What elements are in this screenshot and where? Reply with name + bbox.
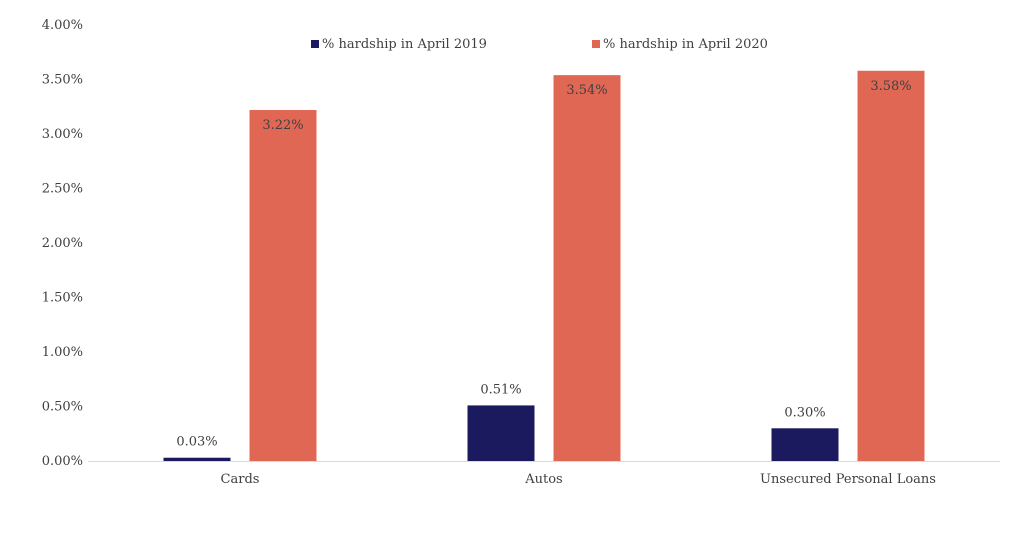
data-label: 0.51% <box>480 382 521 397</box>
data-label: 3.22% <box>262 118 303 133</box>
bar-2019-unsecured-personal-loans <box>771 428 839 461</box>
x-axis: Cards Autos Unsecured Personal Loans <box>221 472 936 487</box>
y-tick-label: 0.50% <box>42 400 83 415</box>
x-category-label: Autos <box>524 472 562 487</box>
bar-2020-autos <box>553 75 621 461</box>
plot-area: 0.03% 3.22% 0.51% 3.54% 0.30% 3.58% <box>163 70 925 462</box>
bar-2019-autos <box>467 405 535 461</box>
x-category-label: Unsecured Personal Loans <box>760 472 936 487</box>
bar-2020-unsecured-personal-loans <box>857 70 925 461</box>
y-axis: 0.00% 0.50% 1.00% 1.50% 2.00% 2.50% 3.00% 3.50%… <box>42 18 83 469</box>
data-label: 3.58% <box>870 79 911 94</box>
legend-swatch <box>311 40 319 48</box>
legend: % hardship in April 2019 % hardship in Ap… <box>311 37 768 52</box>
y-tick-label: 3.00% <box>42 127 83 142</box>
y-tick-label: 1.50% <box>42 291 83 306</box>
legend-label: % hardship in April 2019 <box>322 37 487 52</box>
data-label: 3.54% <box>566 83 607 98</box>
legend-swatch <box>592 40 600 48</box>
legend-label: % hardship in April 2020 <box>603 37 768 52</box>
x-category-label: Cards <box>221 472 260 487</box>
data-label: 0.03% <box>176 435 217 450</box>
y-tick-label: 2.00% <box>42 236 83 251</box>
bar-2020-cards <box>249 110 317 462</box>
y-tick-label: 1.00% <box>42 345 83 360</box>
y-tick-label: 3.50% <box>42 73 83 88</box>
y-tick-label: 4.00% <box>42 18 83 33</box>
data-label: 0.30% <box>784 405 825 420</box>
bar-2019-cards <box>163 457 231 461</box>
y-tick-label: 0.00% <box>42 454 83 469</box>
y-tick-label: 2.50% <box>42 182 83 197</box>
